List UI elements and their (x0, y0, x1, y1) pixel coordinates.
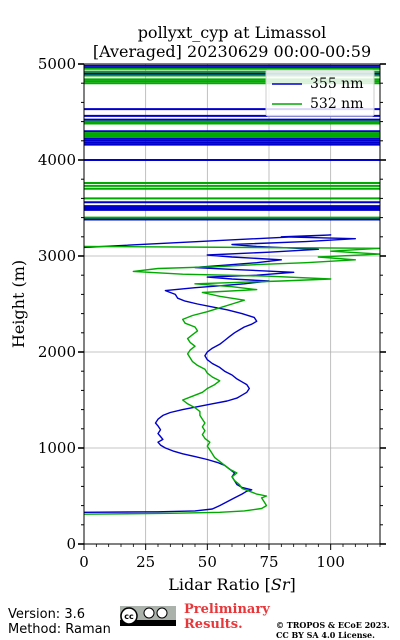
series-layer (84, 64, 380, 515)
legend: 355 nm 532 nm (265, 69, 375, 117)
y-tick-label-0: 0 (66, 535, 76, 553)
y-tick-label-5: 5000 (38, 55, 76, 73)
series-line-355-nm (84, 234, 356, 513)
y-axis: 0 1000 2000 3000 4000 5000 (38, 55, 386, 553)
x-axis-label: Lidar Ratio [Sr] (168, 575, 296, 594)
preliminary-line-2: Results. (184, 617, 243, 632)
copyright-note: © TROPOS & ECoE 2023. CC BY SA 4.0 Licen… (276, 620, 390, 640)
x-tick-label-1: 25 (136, 553, 155, 571)
preliminary-note: Preliminary Results. (184, 602, 270, 632)
x-axis-label-end: ] (290, 575, 296, 594)
chart-subtitle: [Averaged] 20230629 00:00-00:59 (93, 42, 371, 61)
legend-label-355: 355 nm (310, 76, 363, 92)
copyright-line-2: CC BY SA 4.0 License. (276, 630, 375, 640)
y-tick-label-4: 4000 (38, 151, 76, 169)
x-tick-label-2: 50 (198, 553, 217, 571)
y-tick-label-2: 2000 (38, 343, 76, 361)
lidar-ratio-chart: pollyxt_cyp at Limassol [Averaged] 20230… (9, 23, 386, 594)
svg-text:cc: cc (124, 612, 134, 621)
x-tick-label-3: 75 (259, 553, 278, 571)
x-tick-label-4: 100 (316, 553, 345, 571)
legend-label-532: 532 nm (310, 96, 363, 112)
y-tick-label-3: 3000 (38, 247, 76, 265)
y-tick-label-1: 1000 (38, 439, 76, 457)
x-axis-label-unit: Sr (271, 575, 291, 594)
method-text: Method: Raman (8, 622, 111, 637)
cc-by-sa-badge: cc (120, 606, 176, 626)
version-text: Version: 3.6 (8, 607, 85, 622)
copyright-line-1: © TROPOS & ECoE 2023. (276, 620, 390, 630)
preliminary-line-1: Preliminary (184, 602, 270, 617)
chart-title: pollyxt_cyp at Limassol (138, 23, 327, 42)
x-axis: 0 25 50 75 100 (79, 544, 381, 571)
y-axis-label: Height (m) (9, 260, 28, 348)
series-line-532-nm (84, 245, 380, 515)
x-axis-label-start: Lidar Ratio [ (168, 575, 271, 594)
series-clip-group (84, 64, 380, 515)
x-tick-label-0: 0 (79, 553, 89, 571)
